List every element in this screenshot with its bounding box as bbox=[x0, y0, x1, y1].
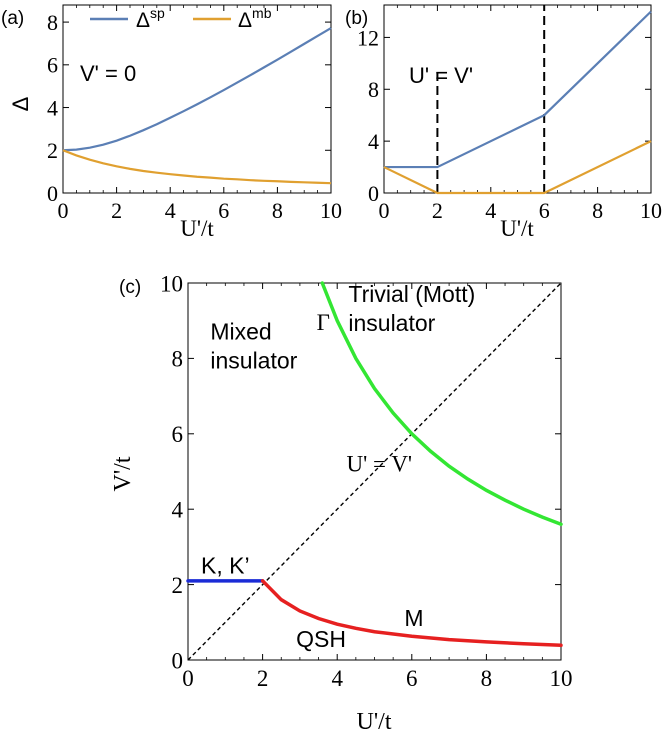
x-tick-label: 4 bbox=[331, 666, 343, 691]
x-tick-label: 8 bbox=[481, 666, 493, 691]
y-tick-label: 8 bbox=[368, 77, 379, 102]
x-tick-label: 8 bbox=[272, 198, 283, 223]
x-tick-label: 10 bbox=[320, 198, 342, 223]
x-tick-label: 6 bbox=[406, 666, 418, 691]
legend-label: Δsp bbox=[136, 5, 165, 32]
region-label: insulator bbox=[348, 310, 435, 336]
y-tick-label: 8 bbox=[47, 10, 58, 35]
series-line-delta-sp bbox=[384, 10, 652, 169]
region-label: insulator bbox=[210, 348, 297, 374]
curve-label: K, K’ bbox=[201, 552, 250, 578]
legend-label: Δmb bbox=[238, 5, 272, 32]
x-tick-label: 8 bbox=[592, 198, 603, 223]
y-tick-label: 0 bbox=[47, 181, 58, 206]
legend-label-base: Δ bbox=[136, 9, 150, 32]
y-tick-label: 4 bbox=[172, 497, 184, 522]
legend-label-base: Δ bbox=[238, 9, 252, 32]
y-tick-label: 6 bbox=[172, 422, 184, 447]
panel-label: (c) bbox=[119, 277, 141, 298]
y-tick-label: 0 bbox=[172, 648, 184, 673]
series-line-delta-mb bbox=[62, 149, 332, 185]
plot-frame bbox=[62, 4, 332, 194]
legend: Δsp Δmb bbox=[90, 5, 272, 32]
legend-label-sup: mb bbox=[252, 5, 272, 21]
legend-label-sup: sp bbox=[150, 5, 165, 21]
y-tick-label: 8 bbox=[172, 347, 184, 372]
x-tick-label: 2 bbox=[432, 198, 443, 223]
y-tick-label: 6 bbox=[47, 53, 58, 78]
phase-boundary-m bbox=[260, 579, 563, 648]
phase-boundary-gamma bbox=[320, 281, 563, 527]
y-tick-label: 2 bbox=[172, 573, 184, 598]
region-label: Trivial (Mott) bbox=[348, 281, 475, 307]
x-tick-label: 2 bbox=[257, 666, 269, 691]
y-tick-label: 4 bbox=[368, 129, 379, 154]
x-tick-label: 4 bbox=[165, 198, 176, 223]
curve-label: Γ bbox=[317, 310, 330, 335]
x-tick-label: 10 bbox=[550, 666, 573, 691]
y-axis-label: V'/t bbox=[110, 456, 136, 491]
region-label: Mixed bbox=[210, 319, 271, 345]
y-tick-label: 12 bbox=[357, 25, 379, 50]
panel-c: 0 2 4 6 8 10 0 2 4 6 8 10 U' = V' Mixed insulator Trivi… bbox=[110, 271, 573, 735]
region-label: QSH bbox=[296, 626, 346, 652]
x-axis-label: U'/t bbox=[500, 216, 534, 241]
panel-b: 0 2 4 6 8 10 0 4 8 12(b) U'/t U' = V' bbox=[345, 4, 662, 241]
y-tick-label: 4 bbox=[47, 95, 58, 120]
panel-label: (a) bbox=[1, 8, 24, 29]
curve-label: M bbox=[404, 605, 423, 631]
panel-label: (b) bbox=[345, 8, 368, 29]
x-tick-label: 4 bbox=[485, 198, 496, 223]
plot-frame bbox=[383, 4, 652, 194]
x-tick-label: 2 bbox=[111, 198, 122, 223]
x-axis-label: U'/t bbox=[357, 709, 392, 735]
series-line-delta-mb bbox=[383, 140, 652, 195]
series-line-delta-sp bbox=[62, 27, 332, 152]
y-axis-label: Δ bbox=[8, 96, 33, 111]
y-tick-label: 0 bbox=[368, 181, 379, 206]
annotation-uprime-eq-vprime: U' = V' bbox=[409, 63, 473, 88]
x-axis-label: U'/t bbox=[180, 216, 214, 241]
x-tick-label: 10 bbox=[640, 198, 662, 223]
x-tick-label: 0 bbox=[58, 198, 69, 223]
annotation-vprime-zero: V' = 0 bbox=[80, 61, 136, 86]
x-tick-label: 0 bbox=[379, 198, 390, 223]
diagonal-label: U' = V' bbox=[347, 452, 413, 477]
x-tick-label: 6 bbox=[539, 198, 550, 223]
y-tick-label: 2 bbox=[47, 138, 58, 163]
x-tick-label: 0 bbox=[182, 666, 194, 691]
x-tick-label: 6 bbox=[218, 198, 229, 223]
y-tick-label: 10 bbox=[160, 271, 183, 296]
diagonal-dashed-line bbox=[187, 282, 562, 661]
